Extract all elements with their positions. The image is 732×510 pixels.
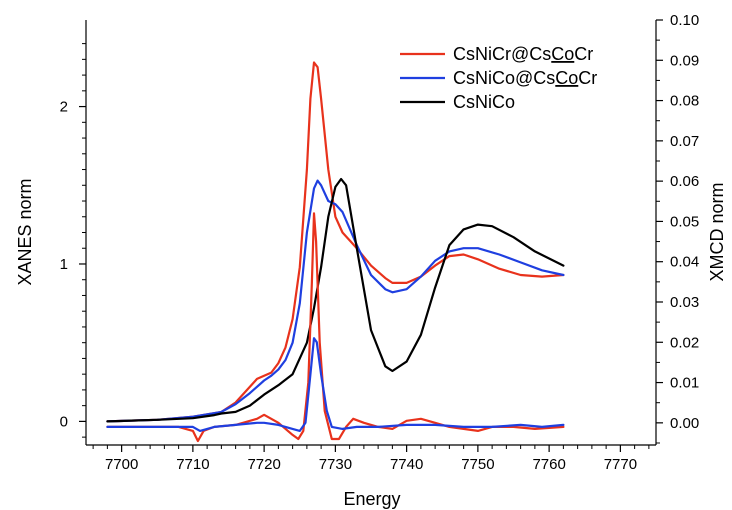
series-layer	[106, 61, 565, 443]
y-left-axis-title: XANES norm	[15, 178, 35, 285]
x-tick-label: 7730	[319, 456, 352, 473]
x-tick-label: 7770	[604, 456, 637, 473]
series-line-3	[106, 212, 565, 443]
axes-layer: 7700 7710 7720 7730 7740 7750 7760 7770 0 1 2 0.00 0…	[60, 12, 700, 473]
y-right-tick-label: 0.09	[670, 52, 699, 69]
y-right-tick-label: 0.07	[670, 133, 699, 150]
series-line-2	[106, 177, 565, 423]
x-axis-title: Energy	[343, 489, 400, 509]
y-right-tick-label: 0.03	[670, 294, 699, 311]
legend: CsNiCr@CsCoCr CsNiCo@CsCoCr CsNiCo	[400, 44, 597, 112]
y-right-tick-label: 0.05	[670, 213, 699, 230]
x-tick-label: 7740	[390, 456, 423, 473]
legend-label: CsNiCo@CsCoCr	[453, 68, 597, 88]
plot-area	[106, 61, 565, 443]
y-left-tick-label: 0	[60, 413, 68, 430]
y-right-tick-label: 0.06	[670, 173, 699, 190]
series-line-0	[106, 61, 565, 423]
y-right-tick-label: 0.04	[670, 254, 699, 271]
y-right-tick-label: 0.02	[670, 334, 699, 351]
x-tick-label: 7760	[532, 456, 565, 473]
series-line-4	[106, 337, 565, 432]
x-tick-label: 7720	[247, 456, 280, 473]
y-left-tick-label: 1	[60, 256, 68, 273]
y-right-axis-title: XMCD norm	[707, 182, 727, 281]
x-tick-label: 7710	[176, 456, 209, 473]
y-right-tick-label: 0.00	[670, 415, 699, 432]
y-right-tick-label: 0.10	[670, 12, 699, 29]
legend-label: CsNiCo	[453, 92, 515, 112]
legend-label: CsNiCr@CsCoCr	[453, 44, 593, 64]
y-right-tick-label: 0.08	[670, 93, 699, 110]
x-tick-label: 7750	[461, 456, 494, 473]
y-right-tick-label: 0.01	[670, 375, 699, 392]
y-left-tick-label: 2	[60, 99, 68, 116]
x-tick-label: 7700	[105, 456, 138, 473]
series-line-1	[106, 179, 565, 423]
